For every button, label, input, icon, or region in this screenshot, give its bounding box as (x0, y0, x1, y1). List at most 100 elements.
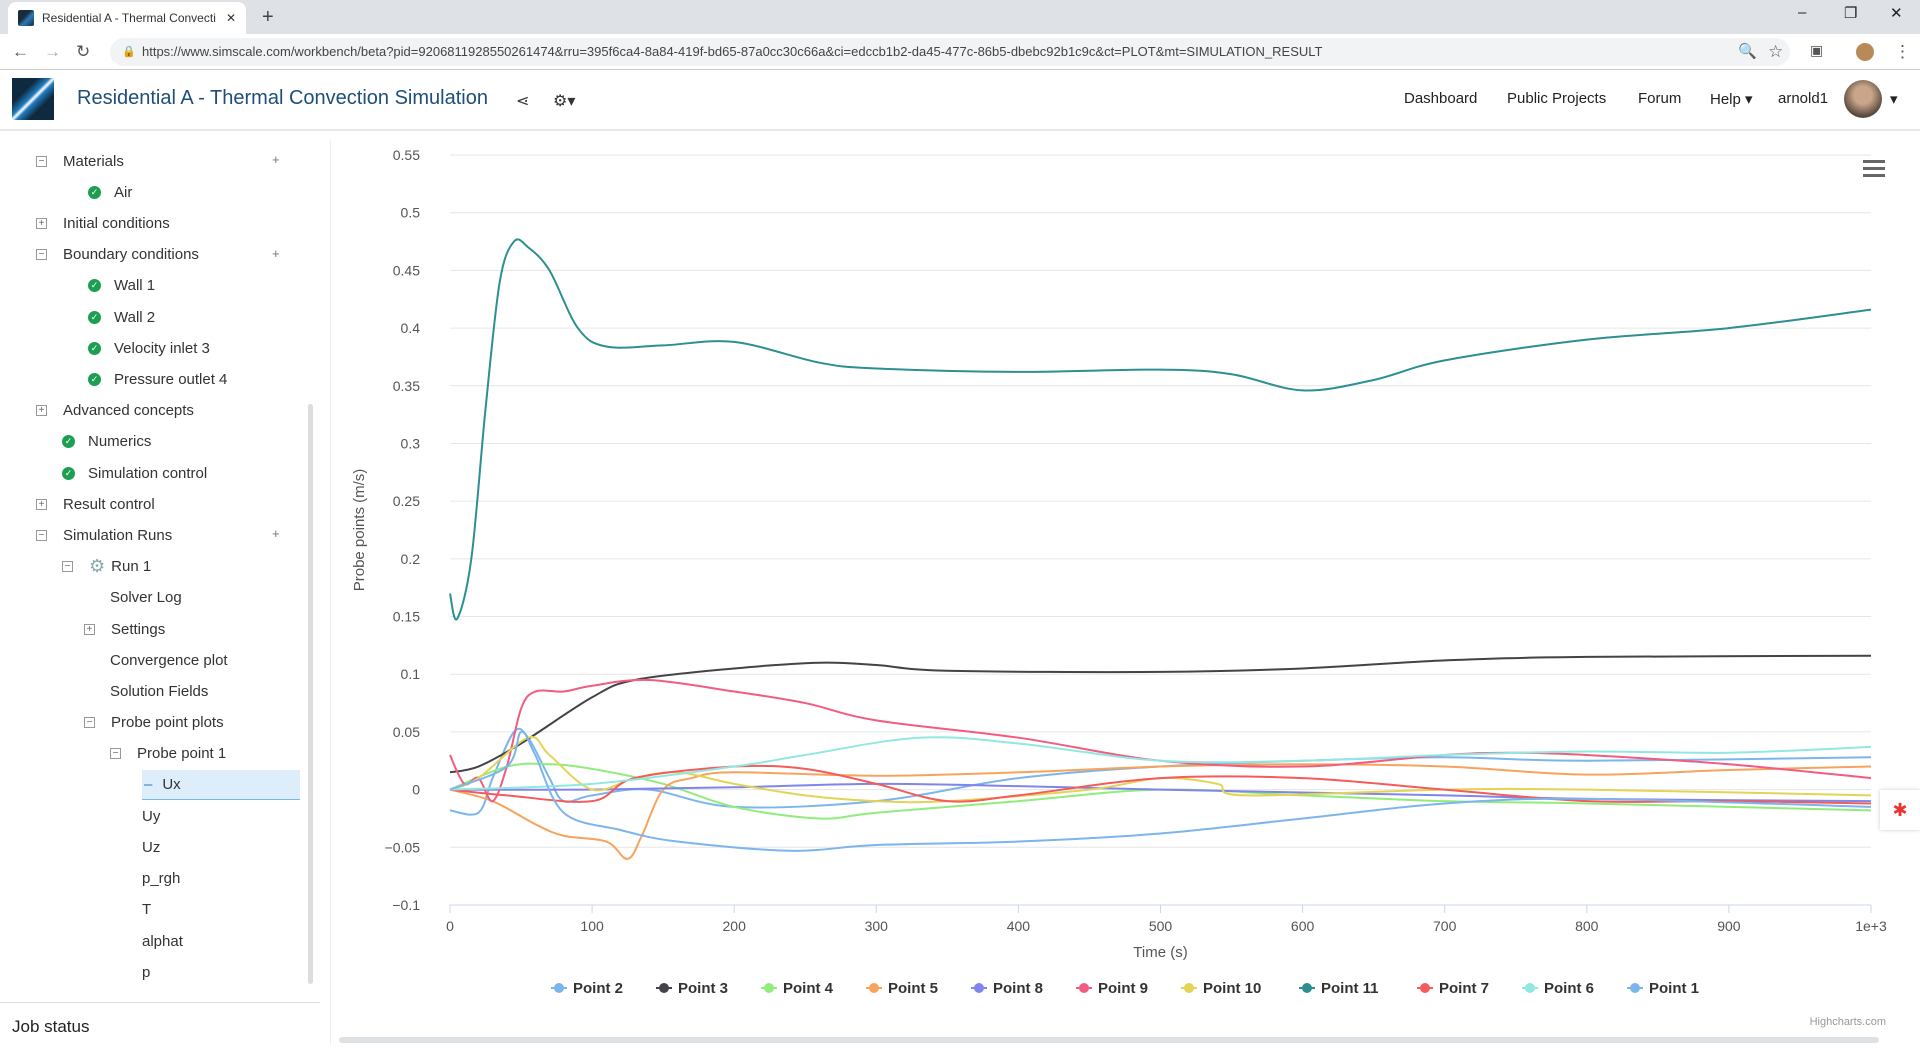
legend-marker-icon (764, 983, 774, 993)
legend-item[interactable]: Point 9 (1076, 980, 1148, 997)
close-window-icon[interactable]: ✕ (1890, 5, 1903, 22)
legend-marker-icon (1079, 983, 1089, 993)
legend-item[interactable]: Point 8 (971, 980, 1043, 997)
restore-icon[interactable]: ❐ (1844, 5, 1858, 22)
browser-tab[interactable]: Residential A - Thermal Convecti ✕ (8, 2, 246, 34)
share-icon[interactable]: ⋖ (516, 93, 530, 110)
bug-report-icon[interactable]: ✱ (1880, 790, 1920, 830)
tree-item[interactable]: ✓ Velocity inlet 3 (88, 333, 210, 363)
tree-item[interactable]: + Settings (84, 614, 165, 644)
tree-item[interactable]: Uy (142, 801, 160, 831)
x-tick-label: 1e+3 (1855, 918, 1887, 934)
zoom-icon[interactable]: 🔍 (1738, 43, 1757, 60)
collapse-toggle-icon[interactable]: − (62, 561, 73, 573)
close-tab-icon[interactable]: ✕ (225, 11, 236, 25)
horizontal-scrollbar[interactable] (339, 1037, 1879, 1043)
tree-item[interactable]: Uz (142, 832, 160, 862)
minimize-icon[interactable]: – (1798, 4, 1807, 21)
tree-item[interactable]: alphat (142, 926, 183, 956)
tree-item[interactable]: ✓ Air (88, 177, 132, 207)
x-tick-label: 900 (1717, 918, 1741, 934)
tree-item[interactable]: − Simulation Runs (36, 520, 172, 550)
legend-marker-icon (1184, 983, 1194, 993)
job-status-panel[interactable]: Job status (0, 1002, 320, 1050)
legend-marker-icon (1525, 983, 1535, 993)
collapse-toggle-icon[interactable]: − (110, 748, 121, 760)
tree-item[interactable]: + Initial conditions (36, 208, 170, 238)
legend-marker-icon (554, 983, 564, 993)
legend-marker-icon (1420, 983, 1430, 993)
collapse-toggle-icon[interactable]: − (84, 717, 95, 729)
collapse-toggle-icon[interactable]: − (36, 155, 47, 167)
legend-item[interactable]: Point 10 (1181, 980, 1261, 997)
tree-item[interactable]: Solution Fields (110, 676, 208, 706)
series-line-point-1 (449, 730, 1872, 852)
browser-menu-icon[interactable]: ⋮ (1894, 42, 1911, 61)
tree-item[interactable]: Solver Log (110, 583, 182, 613)
tree-item[interactable]: p (142, 957, 150, 987)
new-tab-icon[interactable]: + (262, 6, 274, 28)
probe-point-chart: −0.1 −0.05 0 0.05 0.1 0.15 0.2 0.25 0.3 0.35 0.4 0.… (330, 140, 1920, 1045)
user-menu-chevron-icon[interactable]: ▾ (1890, 91, 1898, 108)
add-icon[interactable]: + (272, 526, 280, 542)
simscale-logo[interactable] (12, 78, 54, 120)
tree-item[interactable]: ✓ Numerics (62, 427, 151, 457)
nav-help[interactable]: Help ▾ (1710, 90, 1753, 108)
series-line-point-4 (449, 762, 1872, 820)
tree-item[interactable]: ✓ Pressure outlet 4 (88, 364, 227, 394)
tree-item[interactable]: + Advanced concepts (36, 396, 194, 426)
nav-dashboard[interactable]: Dashboard (1404, 90, 1478, 107)
collapse-toggle-icon[interactable]: − (36, 249, 47, 261)
y-tick-label: 0.15 (393, 609, 420, 625)
bookmark-star-icon[interactable]: ☆ (1768, 42, 1784, 61)
nav-forum[interactable]: Forum (1638, 90, 1682, 107)
tree-item[interactable]: T (142, 895, 151, 925)
series-line-point-6 (449, 736, 1872, 791)
back-icon[interactable]: ← (12, 42, 29, 61)
tree-item[interactable]: p_rgh (142, 864, 180, 894)
tree-item[interactable]: ✓ Wall 1 (88, 271, 155, 301)
tree-item[interactable]: − Probe point plots (84, 708, 224, 738)
job-status-title: Job status (12, 1017, 90, 1036)
expand-toggle-icon[interactable]: + (36, 498, 47, 510)
avatar[interactable] (1844, 80, 1882, 118)
collapse-toggle-icon[interactable]: − (36, 529, 47, 541)
chart-menu-icon[interactable] (1863, 160, 1885, 181)
address-bar-row: ← → ↻ 🔒 https://www.simscale.com/workben… (0, 34, 1920, 70)
forward-icon[interactable]: → (44, 42, 61, 61)
legend-item[interactable]: Point 4 (761, 980, 834, 997)
extension-icon[interactable]: ▣ (1810, 42, 1824, 58)
tree-item-label: Settings (111, 620, 166, 638)
legend-label: Point 10 (1203, 980, 1261, 997)
tree-item-label: Result control (63, 495, 155, 513)
tree-item[interactable]: ✓ Wall 2 (88, 302, 155, 332)
username[interactable]: arnold1 (1778, 90, 1829, 107)
add-icon[interactable]: + (272, 245, 280, 261)
tree-item[interactable]: ✓ Simulation control (62, 458, 207, 488)
legend-item[interactable]: Point 6 (1522, 980, 1594, 997)
tree-item[interactable]: – Ux (142, 770, 300, 800)
tree-item[interactable]: + Result control (36, 489, 155, 519)
expand-toggle-icon[interactable]: + (36, 405, 47, 417)
tree-item[interactable]: − Materials (36, 146, 124, 176)
settings-gear-icon[interactable]: ⚙▾ (553, 93, 576, 110)
profile-icon[interactable] (1856, 43, 1874, 61)
legend-item[interactable]: Point 1 (1627, 980, 1699, 997)
nav-public-projects[interactable]: Public Projects (1507, 90, 1607, 107)
legend-item[interactable]: Point 7 (1417, 980, 1489, 997)
tree-item[interactable]: − Boundary conditions (36, 240, 199, 270)
expand-toggle-icon[interactable]: + (36, 217, 47, 229)
add-icon[interactable]: + (272, 152, 280, 167)
expand-toggle-icon[interactable]: + (84, 623, 95, 635)
legend-item[interactable]: Point 2 (551, 980, 623, 997)
legend-item[interactable]: Point 5 (866, 980, 938, 997)
tree-item[interactable]: Convergence plot (110, 645, 228, 675)
tree-item[interactable]: − ⚙ Run 1 (62, 552, 151, 582)
legend-item[interactable]: Point 3 (656, 980, 728, 997)
reload-icon[interactable]: ↻ (76, 42, 91, 61)
url-input[interactable]: 🔒 https://www.simscale.com/workbench/bet… (110, 38, 1790, 66)
tree-item[interactable]: − Probe point 1 (110, 739, 226, 769)
tab-title: Residential A - Thermal Convecti (42, 11, 216, 25)
legend-item[interactable]: Point 11 (1299, 980, 1379, 997)
sidebar-scrollbar[interactable] (308, 404, 313, 984)
